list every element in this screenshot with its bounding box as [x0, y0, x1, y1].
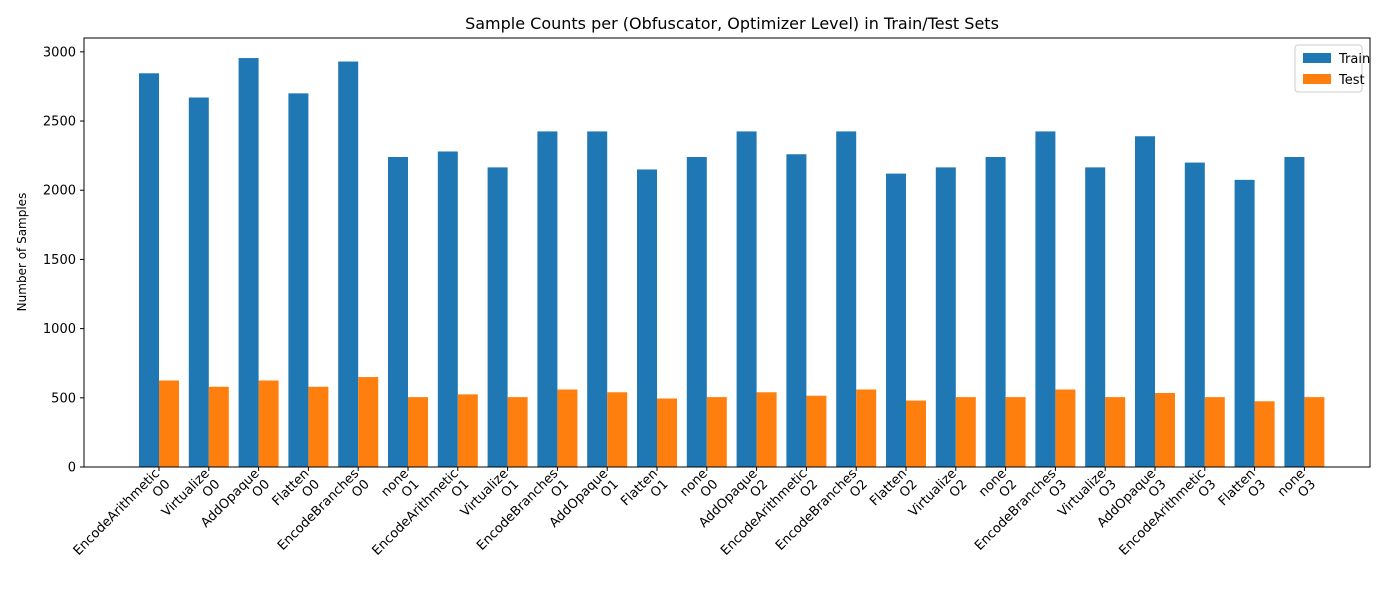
bar-test-1 — [208, 386, 229, 467]
chart-title: Sample Counts per (Obfuscator, Optimizer… — [465, 14, 999, 33]
bar-train-19 — [1085, 167, 1106, 467]
bar-test-9 — [607, 392, 628, 467]
bar-train-15 — [886, 173, 906, 467]
y-tick-label: 2000 — [43, 184, 76, 199]
y-axis-label: Number of Samples — [15, 193, 29, 312]
bar-train-8 — [537, 131, 558, 467]
y-tick-label: 3000 — [43, 45, 76, 60]
bar-test-2 — [258, 380, 279, 467]
x-tick-label-obfuscator: EncodeArithmetic — [1117, 466, 1209, 558]
bar-test-19 — [1105, 397, 1126, 467]
y-tick-label: 1500 — [43, 253, 76, 268]
bar-train-12 — [736, 131, 757, 467]
bar-test-3 — [308, 386, 329, 467]
bar-train-20 — [1135, 136, 1155, 468]
x-axis: EncodeArithmeticO0VirtualizeO0AddOpaqueO… — [71, 466, 1319, 558]
bar-train-11 — [686, 157, 707, 467]
bar-train-4 — [338, 61, 359, 467]
legend-swatch-test — [1303, 74, 1331, 84]
bar-train-10 — [637, 169, 657, 467]
bar-test-6 — [457, 394, 478, 467]
x-tick-label-obfuscator: EncodeArithmetic — [718, 466, 810, 558]
bar-train-21 — [1184, 162, 1205, 467]
y-tick-label: 0 — [68, 461, 76, 476]
bar-train-0 — [139, 73, 159, 468]
x-tick-label-obfuscator: EncodeArithmetic — [71, 466, 163, 558]
bar-train-2 — [238, 58, 259, 467]
bar-test-0 — [159, 380, 179, 467]
bar-test-23 — [1304, 397, 1325, 467]
bar-train-18 — [1035, 131, 1056, 467]
y-tick-label: 2500 — [43, 115, 76, 130]
legend: Train Test — [1294, 44, 1370, 93]
y-axis: 0 500 1000 1500 2000 2500 3000 — [43, 45, 84, 476]
bar-test-12 — [756, 392, 777, 467]
bar-test-18 — [1055, 389, 1076, 467]
bar-test-4 — [358, 377, 379, 467]
bar-train-14 — [836, 131, 857, 467]
bar-test-7 — [507, 397, 528, 467]
x-tick-label-obfuscator: EncodeArithmetic — [370, 466, 462, 558]
bar-test-10 — [657, 398, 677, 467]
bar-train-5 — [388, 157, 408, 467]
bar-train-17 — [985, 157, 1006, 467]
bars-group — [139, 58, 1325, 468]
bar-test-17 — [1005, 397, 1026, 467]
bar-test-22 — [1254, 401, 1275, 467]
bar-test-5 — [408, 397, 428, 467]
bar-train-23 — [1284, 157, 1305, 467]
bar-train-7 — [487, 167, 508, 467]
legend-label-train: Train — [1338, 52, 1370, 67]
bar-train-1 — [188, 97, 209, 467]
bar-test-21 — [1204, 397, 1225, 467]
bar-train-22 — [1234, 179, 1255, 467]
bar-train-16 — [935, 167, 956, 467]
y-tick-label: 1000 — [43, 322, 76, 337]
bar-test-20 — [1155, 392, 1175, 467]
plot-frame — [83, 37, 1371, 468]
bar-test-11 — [706, 397, 727, 467]
legend-label-test: Test — [1338, 73, 1365, 88]
bar-train-6 — [437, 151, 458, 467]
bar-test-8 — [557, 389, 578, 467]
bar-test-13 — [806, 395, 827, 467]
legend-swatch-train — [1303, 53, 1331, 63]
bar-train-3 — [288, 93, 309, 468]
bar-test-14 — [856, 389, 877, 467]
y-tick-label: 500 — [51, 391, 76, 406]
bar-test-16 — [955, 397, 976, 467]
bar-train-13 — [786, 154, 807, 467]
bar-test-15 — [906, 400, 926, 467]
bar-train-9 — [587, 131, 608, 467]
